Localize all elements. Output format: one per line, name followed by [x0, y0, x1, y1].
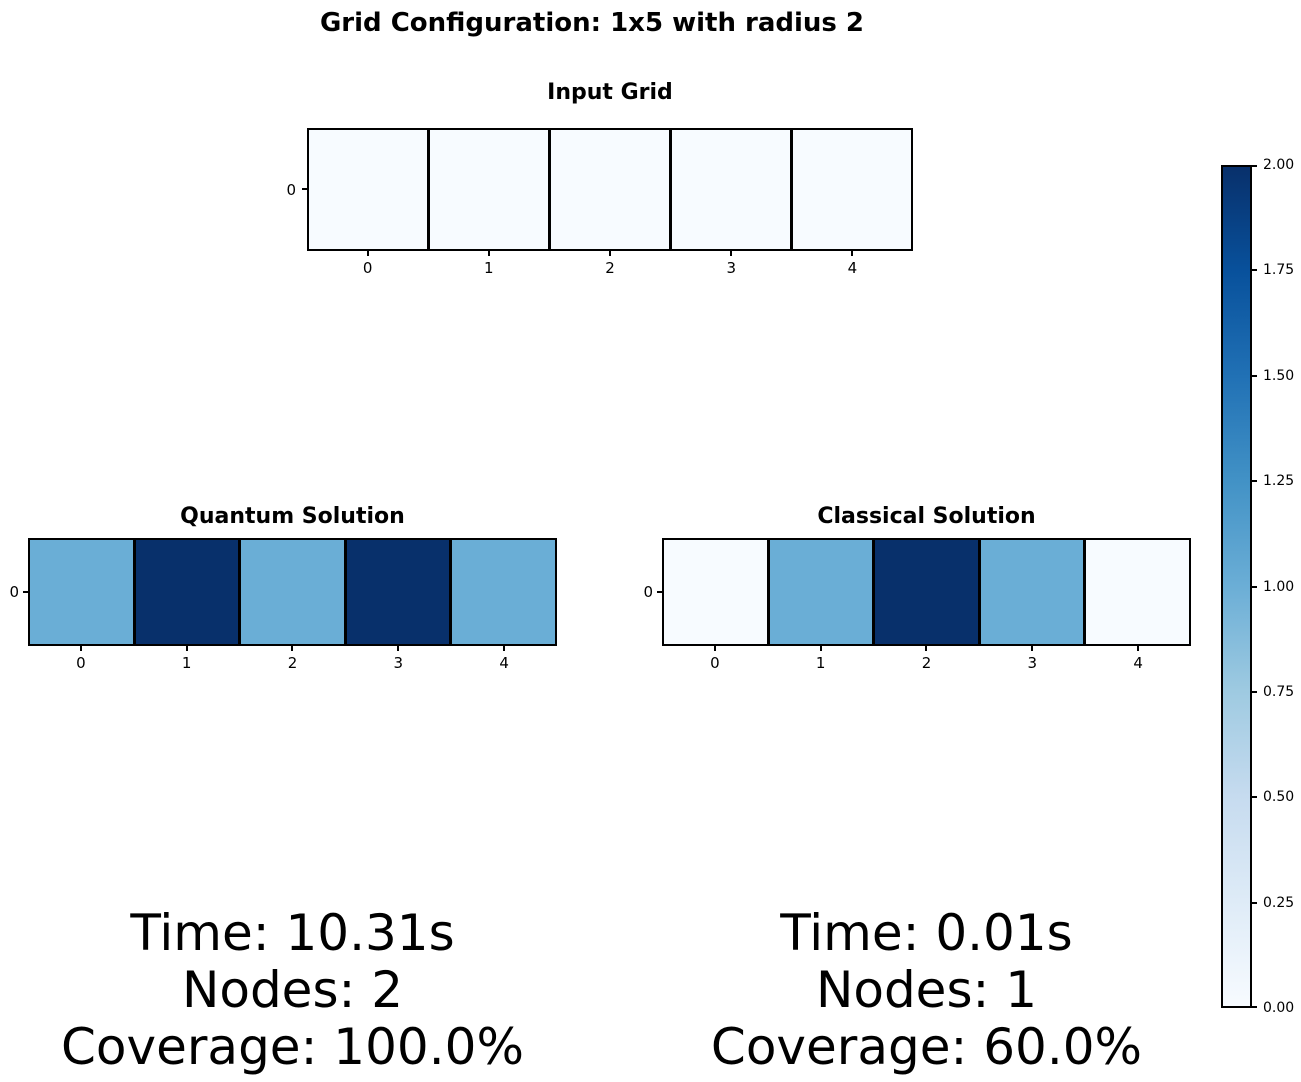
heatmap-cell [875, 540, 981, 644]
x-tick-label: 0 [362, 259, 373, 277]
figure-title: Grid Configuration: 1x5 with radius 2 [319, 8, 865, 38]
x-tick-label: 4 [1133, 654, 1143, 672]
x-tick-label: 1 [181, 654, 192, 672]
x-tick-mark [1085, 646, 1191, 652]
quantum-heatmap [28, 538, 557, 646]
classical-time: Time: 0.01s [780, 904, 1073, 962]
y-tick-label: 0 [643, 583, 653, 601]
x-tick-mark [240, 646, 346, 652]
x-tick-label: 4 [847, 259, 858, 277]
classical-coverage: Coverage: 60.0% [710, 1018, 1143, 1076]
x-tick-marks [28, 646, 557, 652]
classical-heatmap [662, 538, 1191, 646]
classical-stats: Time: 0.01s Nodes: 1 Coverage: 60.0% [662, 905, 1191, 1076]
heatmap-cell [664, 540, 770, 644]
colorbar-tick-mark [1252, 1006, 1257, 1008]
quantum-coverage: Coverage: 100.0% [61, 1018, 524, 1076]
x-tick-label: 2 [287, 654, 298, 672]
x-tick-label: 3 [726, 259, 736, 277]
heatmap-cell [30, 540, 136, 644]
colorbar-tick-mark [1252, 691, 1257, 693]
heatmap-cell [309, 130, 430, 249]
x-tick-mark [768, 646, 874, 652]
heatmap-cell [551, 130, 672, 249]
x-tick-mark [874, 646, 980, 652]
colorbar-tick-mark [1252, 269, 1257, 271]
colorbar-tick-label: 0.50 [1263, 789, 1295, 805]
x-tick-marks [662, 646, 1191, 652]
colorbar-tick-mark [1252, 165, 1257, 167]
x-tick-label: 3 [1027, 654, 1038, 672]
heatmap-cell [241, 540, 347, 644]
colorbar: 2.00 1.75 1.50 1.25 1.00 0.75 0.50 0.25 0.00 [1221, 157, 1301, 1016]
x-tick-label: 2 [921, 654, 932, 672]
heatmap-cell [1086, 540, 1189, 644]
x-tick-mark [428, 251, 549, 257]
colorbar-tick-label: 1.00 [1263, 579, 1295, 595]
x-tick-mark [28, 646, 134, 652]
x-tick-marks [307, 251, 913, 257]
heatmap-cell [135, 540, 242, 644]
x-tick-mark [671, 251, 792, 257]
x-tick-labels: 0 1 2 3 4 [307, 259, 913, 277]
heatmap-cell [346, 540, 453, 644]
colorbar-tick-label: 0.25 [1263, 895, 1295, 911]
colorbar-tick-mark [1252, 796, 1257, 798]
heatmap-cell [452, 540, 555, 644]
colorbar-tick-label: 2.00 [1263, 157, 1295, 173]
x-tick-mark [134, 646, 240, 652]
x-tick-labels: 0 1 2 3 4 [28, 654, 557, 672]
heatmap-cell [430, 130, 551, 249]
x-tick-mark [307, 251, 428, 257]
colorbar-tick-label: 0.00 [1263, 1000, 1295, 1016]
colorbar-tick-mark [1252, 480, 1257, 482]
quantum-nodes: Nodes: 2 [181, 961, 404, 1019]
colorbar-tick-mark [1252, 586, 1257, 588]
colorbar-tick-mark [1252, 902, 1257, 904]
y-tick-label: 0 [9, 583, 19, 601]
colorbar-tick-mark [1252, 375, 1257, 377]
colorbar-tick-label: 1.25 [1263, 473, 1295, 489]
heatmap-cell [769, 540, 876, 644]
quantum-stats: Time: 10.31s Nodes: 2 Coverage: 100.0% [28, 905, 557, 1076]
x-tick-mark [792, 251, 913, 257]
x-tick-mark [549, 251, 670, 257]
colorbar-gradient [1221, 165, 1252, 1008]
x-tick-mark [662, 646, 768, 652]
heatmap-cell [793, 130, 911, 249]
quantum-time: Time: 10.31s [130, 904, 455, 962]
x-tick-label: 0 [710, 654, 720, 672]
x-tick-labels: 0 1 2 3 4 [662, 654, 1191, 672]
x-tick-label: 0 [76, 654, 86, 672]
colorbar-tick-label: 1.50 [1263, 368, 1295, 384]
x-tick-label: 1 [484, 259, 494, 277]
heatmap-cell [980, 540, 1087, 644]
subplot-title-classical: Classical Solution [817, 504, 1036, 529]
y-tick-mark [302, 188, 307, 190]
y-tick-label: 0 [286, 181, 296, 199]
subplot-title-quantum: Quantum Solution [180, 504, 405, 529]
x-tick-mark [345, 646, 451, 652]
classical-nodes: Nodes: 1 [815, 961, 1038, 1019]
x-tick-label: 1 [815, 654, 826, 672]
x-tick-label: 2 [605, 259, 615, 277]
colorbar-tick-label: 0.75 [1263, 684, 1295, 700]
input-grid-heatmap [307, 128, 913, 251]
y-tick-mark [657, 591, 662, 593]
x-tick-mark [451, 646, 557, 652]
x-tick-label: 4 [499, 654, 509, 672]
y-tick-mark [23, 591, 28, 593]
x-tick-mark [979, 646, 1085, 652]
x-tick-label: 3 [393, 654, 404, 672]
colorbar-tick-label: 1.75 [1263, 262, 1295, 278]
heatmap-cell [672, 130, 793, 249]
subplot-title-input-grid: Input Grid [547, 80, 673, 105]
